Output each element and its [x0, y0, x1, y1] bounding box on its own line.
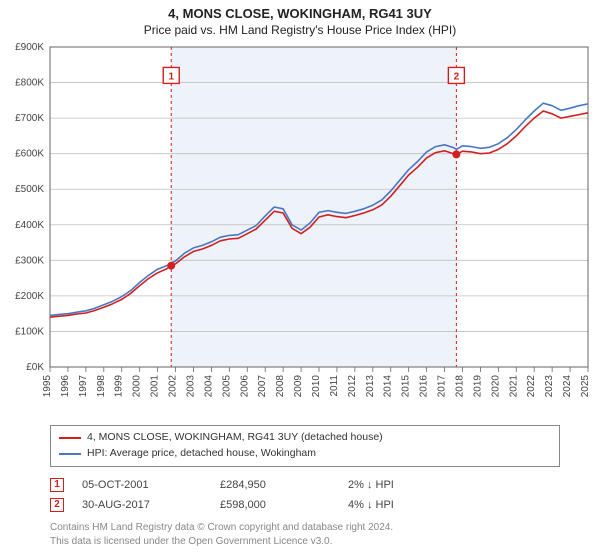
legend: 4, MONS CLOSE, WOKINGHAM, RG41 3UY (deta…: [50, 425, 560, 467]
svg-text:2008: 2008: [275, 375, 286, 398]
svg-text:2010: 2010: [311, 375, 322, 398]
svg-text:2011: 2011: [329, 375, 340, 397]
svg-text:1: 1: [168, 71, 174, 82]
svg-text:2022: 2022: [526, 375, 537, 398]
svg-text:£700K: £700K: [15, 113, 44, 124]
sale-date: 30-AUG-2017: [82, 499, 202, 511]
svg-text:2007: 2007: [257, 375, 268, 398]
sale-date: 05-OCT-2001: [82, 479, 202, 491]
svg-text:£600K: £600K: [15, 149, 44, 160]
attribution: Contains HM Land Registry data © Crown c…: [50, 521, 560, 549]
sale-marker-icon: 1: [50, 478, 64, 492]
svg-text:1995: 1995: [42, 375, 53, 398]
svg-text:2016: 2016: [419, 375, 430, 398]
svg-text:£400K: £400K: [15, 220, 44, 231]
svg-text:2021: 2021: [508, 375, 519, 398]
svg-text:2003: 2003: [185, 375, 196, 398]
svg-text:2015: 2015: [401, 375, 412, 398]
svg-text:2019: 2019: [472, 375, 483, 398]
sale-diff: 2% ↓ HPI: [348, 479, 458, 491]
svg-text:2002: 2002: [168, 375, 179, 398]
svg-text:£800K: £800K: [15, 78, 44, 89]
svg-text:£300K: £300K: [15, 255, 44, 266]
sale-price: £284,950: [220, 479, 330, 491]
svg-text:£100K: £100K: [15, 326, 44, 337]
svg-text:2: 2: [454, 71, 460, 82]
legend-item: 4, MONS CLOSE, WOKINGHAM, RG41 3UY (deta…: [59, 430, 551, 446]
svg-text:2020: 2020: [490, 375, 501, 398]
sales-table: 1 05-OCT-2001 £284,950 2% ↓ HPI 2 30-AUG-2017…: [50, 475, 560, 515]
legend-label: 4, MONS CLOSE, WOKINGHAM, RG41 3UY (deta…: [87, 430, 383, 446]
sale-diff: 4% ↓ HPI: [348, 499, 458, 511]
svg-text:£0K: £0K: [26, 362, 44, 373]
svg-text:2005: 2005: [221, 375, 232, 398]
legend-item: HPI: Average price, detached house, Woki…: [59, 446, 551, 462]
svg-text:£200K: £200K: [15, 291, 44, 302]
sale-marker-icon: 2: [50, 498, 64, 512]
svg-text:1998: 1998: [96, 375, 107, 398]
legend-swatch: [59, 453, 81, 455]
svg-text:2001: 2001: [150, 375, 161, 398]
svg-text:2023: 2023: [544, 375, 555, 398]
svg-text:1996: 1996: [60, 375, 71, 398]
legend-swatch: [59, 437, 81, 439]
svg-text:2006: 2006: [239, 375, 250, 398]
svg-text:2014: 2014: [383, 375, 394, 398]
svg-text:2025: 2025: [580, 375, 591, 398]
svg-text:1997: 1997: [78, 375, 89, 398]
attribution-line: This data is licensed under the Open Gov…: [50, 535, 560, 549]
svg-text:2018: 2018: [454, 375, 465, 398]
svg-text:2004: 2004: [203, 375, 214, 398]
sale-row: 1 05-OCT-2001 £284,950 2% ↓ HPI: [50, 475, 560, 495]
svg-text:1999: 1999: [114, 375, 125, 398]
svg-text:2017: 2017: [437, 375, 448, 398]
svg-text:£500K: £500K: [15, 184, 44, 195]
sale-row: 2 30-AUG-2017 £598,000 4% ↓ HPI: [50, 495, 560, 515]
sale-price: £598,000: [220, 499, 330, 511]
svg-text:2009: 2009: [293, 375, 304, 398]
page-title: 4, MONS CLOSE, WOKINGHAM, RG41 3UY: [0, 6, 600, 21]
svg-text:2013: 2013: [365, 375, 376, 398]
svg-text:2012: 2012: [347, 375, 358, 398]
price-chart: £0K £100K £200K £300K £400K £500K £600K £700K £8…: [0, 39, 600, 419]
svg-text:2000: 2000: [132, 375, 143, 398]
svg-text:£900K: £900K: [15, 42, 44, 53]
legend-label: HPI: Average price, detached house, Woki…: [87, 446, 316, 462]
svg-text:2024: 2024: [562, 375, 573, 398]
page-subtitle: Price paid vs. HM Land Registry's House …: [0, 23, 600, 37]
attribution-line: Contains HM Land Registry data © Crown c…: [50, 521, 560, 535]
